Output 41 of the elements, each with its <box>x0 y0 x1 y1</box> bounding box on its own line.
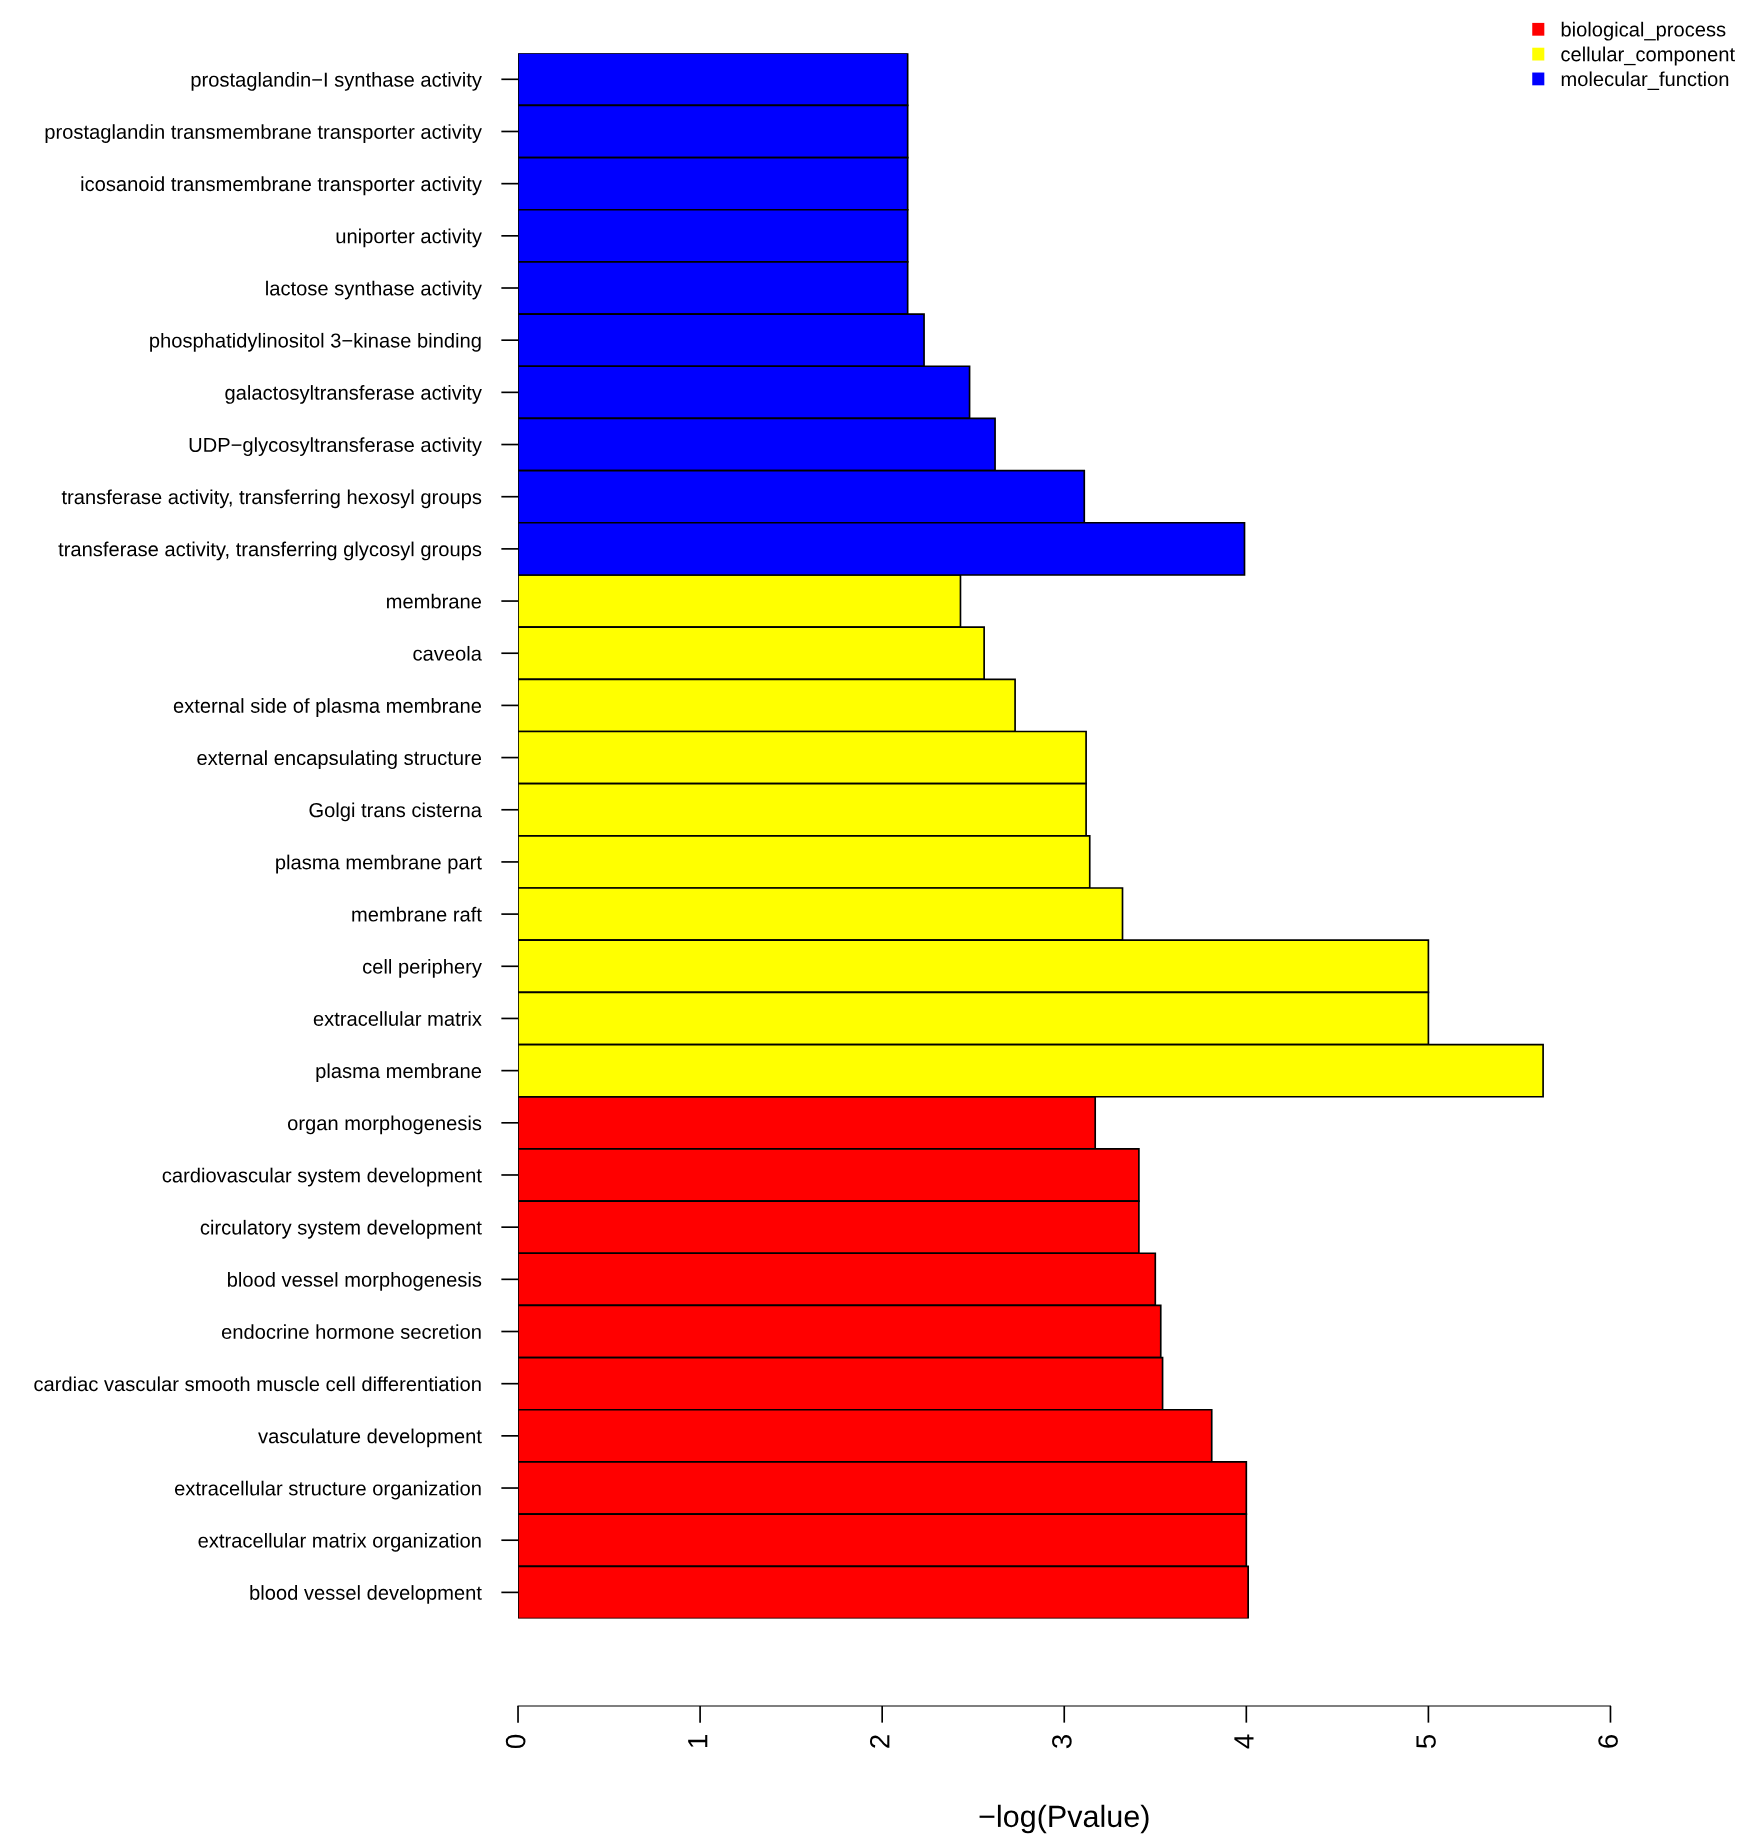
legend-label: molecular_function <box>1561 71 1729 91</box>
y-tick-label: uniporter activity <box>336 228 482 248</box>
y-tick-label: blood vessel morphogenesis <box>227 1272 482 1291</box>
x-tick-label: 5 <box>1416 1734 1436 1749</box>
y-tick-label: circulatory system development <box>200 1219 482 1239</box>
y-tick-label: membrane raft <box>352 906 482 922</box>
y-tick-label: prostaglandin−I synthase activity <box>191 72 482 91</box>
y-tick-label: endocrine hormone secretion <box>221 1324 481 1339</box>
x-tick-label: 3 <box>1052 1734 1072 1749</box>
y-tick-label: membrane <box>387 593 482 609</box>
y-tick-label: Golgi trans cisterna <box>309 802 482 822</box>
x-tick-label: 0 <box>505 1734 526 1749</box>
legend-label: cellular_component <box>1561 46 1735 66</box>
y-tick-label: extracellular structure organization <box>174 1480 481 1500</box>
y-tick-label: external side of plasma membrane <box>173 698 482 717</box>
y-tick-label: external encapsulating structure <box>197 750 482 770</box>
y-tick-label: organ morphogenesis <box>287 1115 482 1135</box>
x-tick-label: 1 <box>688 1735 708 1748</box>
y-tick-label: lactose synthase activity <box>266 280 482 300</box>
y-tick-label: extracellular matrix organization <box>198 1532 481 1552</box>
y-tick-label: vasculature development <box>258 1428 482 1448</box>
y-tick-label: transferase activity, transferring glycosyl groups <box>58 541 482 561</box>
y-tick-label: UDP−glycosyltransferase activity <box>189 437 482 456</box>
legend-label: biological_process <box>1561 21 1726 41</box>
y-tick-label: transferase activity, transferring hexosyl groups <box>61 489 482 509</box>
y-tick-label: galactosyltransferase activity <box>225 385 482 404</box>
y-tick-label: cell periphery <box>363 958 482 978</box>
y-tick-label: plasma membrane part <box>276 854 482 874</box>
y-tick-label: prostaglandin transmembrane transporter activity <box>45 124 482 143</box>
y-tick-label: extracellular matrix <box>313 1011 482 1026</box>
y-tick-label: icosanoid transmembrane transporter activity <box>81 176 482 196</box>
y-tick-label: cardiac vascular smooth muscle cell differentiation <box>34 1376 481 1392</box>
y-tick-label: phosphatidylinositol 3−kinase binding <box>150 332 481 352</box>
x-tick-label: 4 <box>1234 1734 1254 1749</box>
x-tick-label: 2 <box>869 1735 890 1748</box>
y-tick-label: cardiovascular system development <box>162 1167 482 1187</box>
x-axis-title: −log(Pvalue) <box>979 1804 1149 1834</box>
y-tick-label: plasma membrane <box>316 1063 482 1083</box>
x-tick-label: 6 <box>1598 1734 1618 1748</box>
y-tick-label: caveola <box>413 645 482 661</box>
y-tick-label: blood vessel development <box>250 1585 482 1604</box>
